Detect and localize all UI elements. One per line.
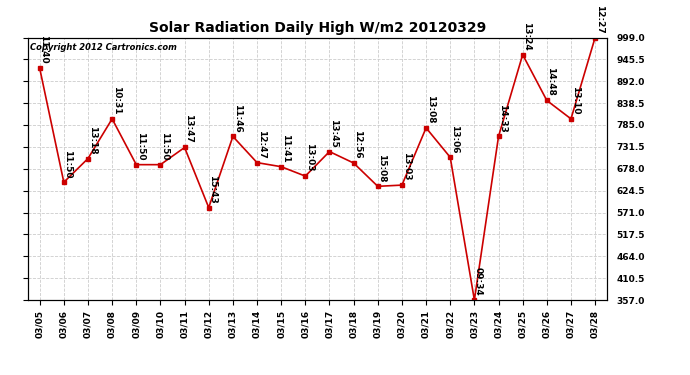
Text: 09:34: 09:34 [474,267,483,296]
Text: 14:33: 14:33 [498,104,507,132]
Text: 12:47: 12:47 [257,130,266,159]
Text: 15:08: 15:08 [377,154,386,182]
Text: 11:40: 11:40 [39,35,48,64]
Text: 11:46: 11:46 [233,104,241,132]
Text: 13:24: 13:24 [522,22,531,51]
Text: 13:03: 13:03 [402,153,411,181]
Text: 11:50: 11:50 [136,132,145,160]
Text: 13:10: 13:10 [571,86,580,115]
Text: 15:43: 15:43 [208,175,217,203]
Text: 11:50: 11:50 [160,132,169,160]
Text: 13:18: 13:18 [88,126,97,154]
Text: 11:50: 11:50 [63,150,72,178]
Title: Solar Radiation Daily High W/m2 20120329: Solar Radiation Daily High W/m2 20120329 [149,21,486,35]
Text: 12:27: 12:27 [595,4,604,33]
Text: 13:03: 13:03 [305,144,314,172]
Text: 13:08: 13:08 [426,95,435,124]
Text: 13:45: 13:45 [329,118,338,147]
Text: Copyright 2012 Cartronics.com: Copyright 2012 Cartronics.com [30,43,177,52]
Text: 10:31: 10:31 [112,86,121,115]
Text: 11:41: 11:41 [281,134,290,162]
Text: 13:06: 13:06 [450,124,459,153]
Text: 13:47: 13:47 [184,114,193,143]
Text: 12:56: 12:56 [353,130,362,159]
Text: 14:48: 14:48 [546,68,555,96]
